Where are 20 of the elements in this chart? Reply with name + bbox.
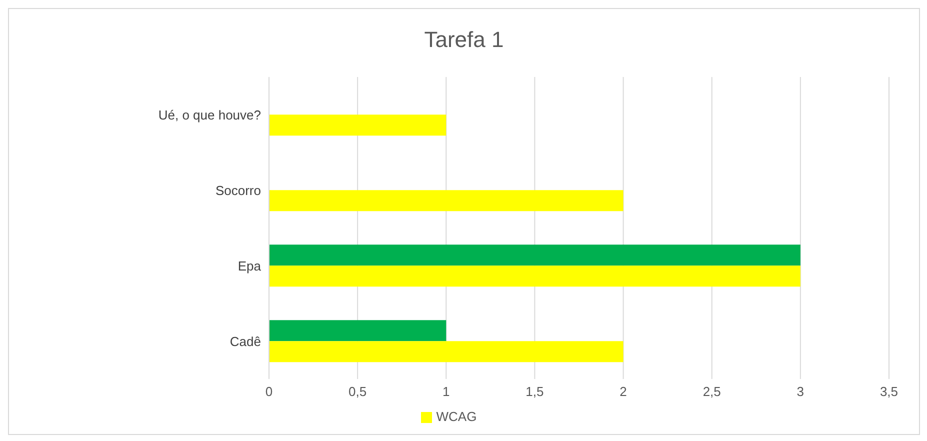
x-tick-label: 0 — [265, 384, 273, 400]
bar — [269, 190, 624, 212]
y-tick-label: Ué, o que houve? — [158, 107, 261, 122]
x-tick-label: 1 — [442, 384, 450, 400]
legend-label: WCAG — [436, 409, 477, 424]
bar — [269, 266, 800, 287]
x-tick-label: 3,5 — [880, 384, 898, 400]
x-tick-label: 1,5 — [526, 384, 544, 400]
bar — [269, 244, 800, 266]
x-tick-label: 2 — [620, 384, 627, 400]
bar — [269, 114, 446, 136]
x-tick-label: 2,5 — [702, 384, 721, 400]
x-tick-label: 3 — [796, 384, 804, 400]
y-tick-label: Socorro — [215, 182, 261, 198]
bar — [269, 341, 624, 362]
x-tick-label: 0,5 — [348, 384, 367, 400]
y-tick-label: Cadê — [230, 334, 261, 349]
chart-title: Tarefa 1 — [423, 26, 505, 54]
bar — [269, 320, 446, 342]
y-tick-label: Epa — [238, 258, 262, 274]
